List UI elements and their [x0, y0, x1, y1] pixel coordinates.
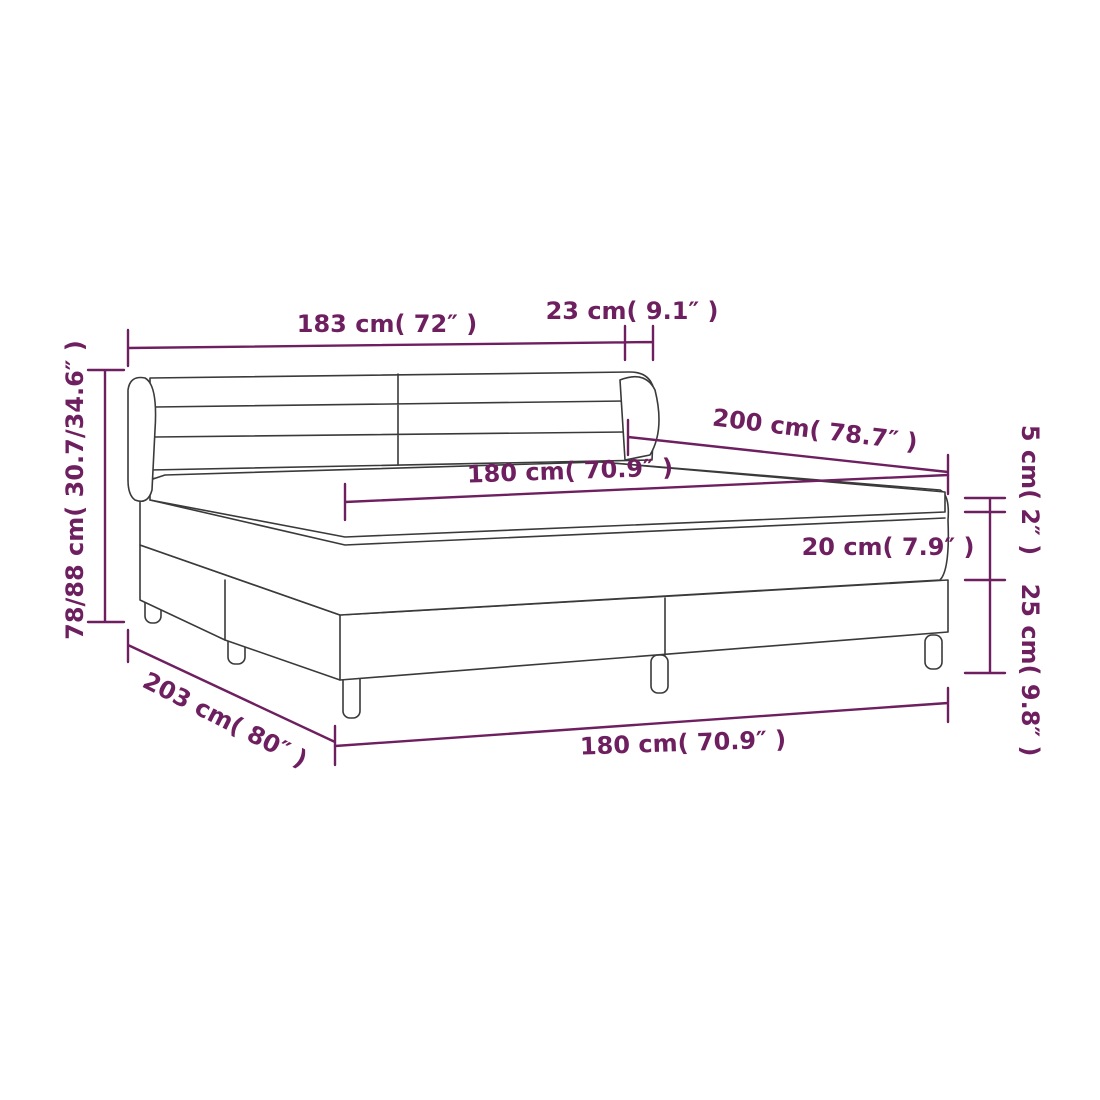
total-height-label: 78/88 cm( 30.7/34.6″ ): [61, 340, 89, 640]
right-height-lines: [963, 496, 1007, 675]
topper-edge: [149, 499, 946, 546]
base-height-label: 25 cm( 9.8″ ): [1016, 584, 1044, 757]
leg: [650, 654, 669, 694]
base-width-line: [333, 686, 950, 748]
headboard-width-label: 183 cm( 72″ ): [297, 310, 477, 338]
headboard-stitching: [154, 373, 626, 466]
wing-width-label: 23 cm( 9.1″ ): [546, 297, 719, 325]
mattress-topper: [149, 461, 946, 538]
base-width-label: 180 cm( 70.9″ ): [579, 725, 786, 760]
headboard: [149, 371, 656, 471]
topper-height-label: 5 cm( 2″ ): [1016, 425, 1044, 555]
mattress-width-line: [343, 473, 950, 522]
base-seams: [224, 579, 666, 681]
headboard-left-wing: [127, 376, 157, 503]
dimension-lines: [86, 324, 1007, 767]
headboard-right-wing: [619, 375, 660, 461]
total-height-line: [86, 368, 126, 624]
mattress-height-label: 20 cm( 7.9″ ): [802, 533, 975, 561]
headboard-width-line: [126, 324, 655, 368]
leg: [924, 634, 943, 670]
bed-drawing: [127, 371, 950, 719]
